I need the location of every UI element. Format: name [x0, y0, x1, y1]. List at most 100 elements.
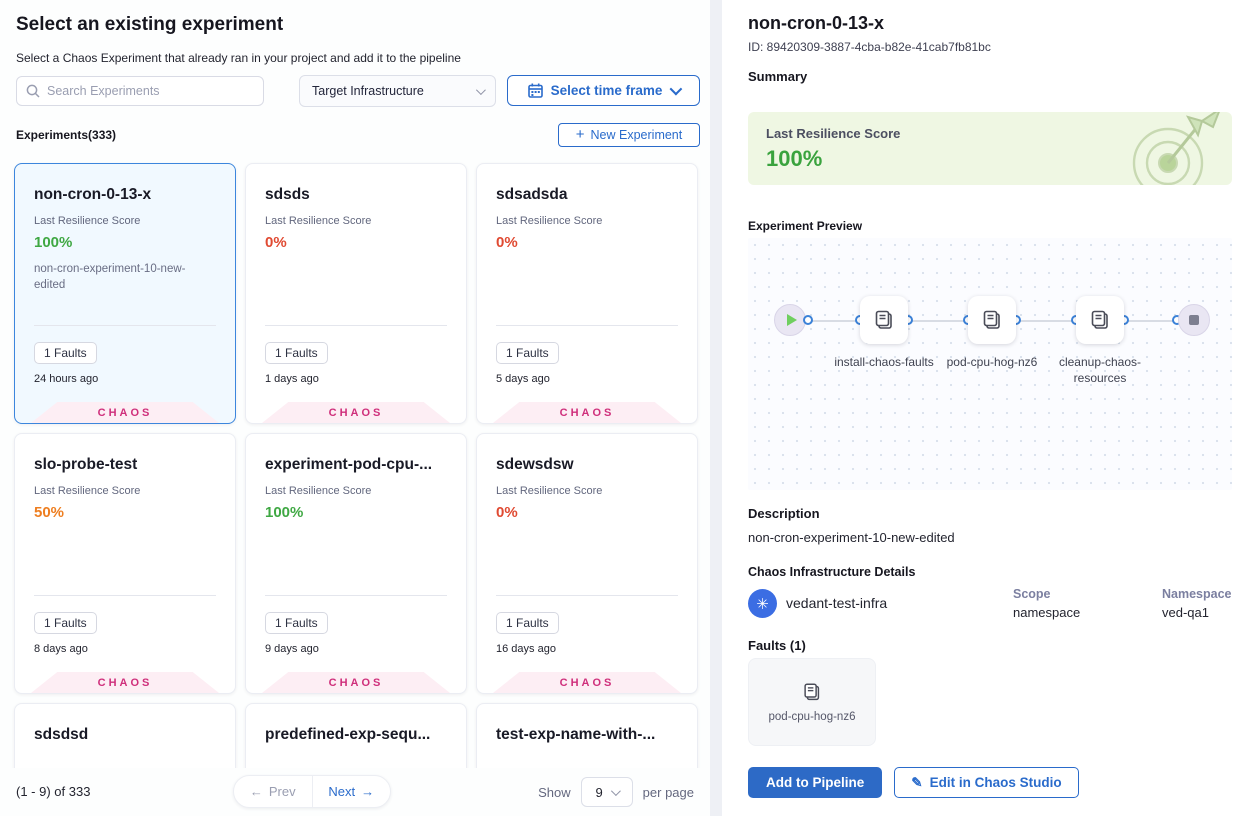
- pipeline-step-node[interactable]: [860, 296, 908, 344]
- chaos-step-icon: [1091, 310, 1108, 329]
- page-subtitle: Select a Chaos Experiment that already r…: [16, 51, 461, 65]
- chaos-ribbon: CHAOS: [262, 672, 450, 693]
- show-label: Show: [538, 784, 571, 800]
- page-size-value: 9: [595, 784, 603, 800]
- banner-score-label: Last Resilience Score: [766, 126, 901, 141]
- search-icon: [26, 84, 40, 98]
- divider: [265, 595, 447, 596]
- score-value: 100%: [34, 234, 73, 251]
- experiment-card[interactable]: sdsadsda Last Resilience Score 0% 1 Faul…: [476, 163, 698, 424]
- divider: [496, 325, 678, 326]
- experiment-name: sdsadsda: [496, 186, 568, 203]
- connector-dot: [803, 315, 813, 325]
- edit-in-chaos-studio-label: Edit in Chaos Studio: [929, 775, 1062, 790]
- experiment-name: slo-probe-test: [34, 456, 138, 473]
- chevron-down-icon: [669, 82, 683, 96]
- detail-actions: Add to Pipeline ✎ Edit in Chaos Studio: [748, 767, 1079, 798]
- chevron-down-icon: [475, 84, 486, 95]
- experiment-picker-panel: Select an existing experiment Select a C…: [0, 14, 710, 816]
- experiment-name: sdsds: [265, 186, 310, 203]
- next-label: Next: [328, 784, 356, 799]
- namespace-label: Namespace: [1162, 587, 1232, 601]
- chaos-step-icon: [875, 310, 892, 329]
- experiment-description: non-cron-experiment-10-new-edited: [34, 263, 186, 291]
- pipeline-step-node[interactable]: [1076, 296, 1124, 344]
- score-label: Last Resilience Score: [265, 215, 372, 227]
- experiment-detail-panel: non-cron-0-13-x ID: 89420309-3887-4cba-b…: [722, 0, 1248, 816]
- experiment-card[interactable]: non-cron-0-13-x Last Resilience Score 10…: [14, 163, 236, 424]
- new-experiment-button[interactable]: + New Experiment: [558, 123, 700, 147]
- chaos-ribbon: CHAOS: [493, 672, 681, 693]
- score-label: Last Resilience Score: [34, 485, 141, 497]
- pipeline-step-label: pod-cpu-hog-nz6: [946, 355, 1038, 369]
- infra-details-heading: Chaos Infrastructure Details: [748, 565, 916, 579]
- experiment-card[interactable]: sdsds Last Resilience Score 0% 1 Faults …: [245, 163, 467, 424]
- last-run-time: 9 days ago: [265, 643, 319, 655]
- experiment-card[interactable]: experiment-pod-cpu-... Last Resilience S…: [245, 433, 467, 694]
- page-size-select[interactable]: 9: [580, 777, 633, 807]
- prev-label: Prev: [268, 784, 296, 799]
- score-label: Last Resilience Score: [265, 485, 372, 497]
- pipeline-start-node[interactable]: [774, 304, 806, 336]
- chaos-ribbon: CHAOS: [493, 402, 681, 423]
- plus-icon: +: [575, 126, 585, 143]
- score-value: 50%: [34, 504, 65, 521]
- pipeline-preview[interactable]: install-chaos-faults pod-cpu-hog-nz6 cle…: [748, 238, 1232, 490]
- chaos-step-icon: [983, 310, 1000, 329]
- score-value: 0%: [496, 504, 518, 521]
- pagination-footer: (1 - 9) of 333 ← Prev Next → Show 9 per …: [0, 768, 710, 816]
- target-illustration: [1132, 112, 1220, 185]
- last-run-time: 24 hours ago: [34, 373, 99, 385]
- faults-chip: 1 Faults: [265, 342, 328, 364]
- new-experiment-label: New Experiment: [590, 128, 683, 142]
- score-label: Last Resilience Score: [496, 215, 603, 227]
- faults-chip: 1 Faults: [496, 342, 559, 364]
- arrow-left-icon: ←: [249, 784, 263, 799]
- score-value: 0%: [265, 234, 287, 251]
- faults-heading: Faults (1): [748, 638, 806, 653]
- experiment-preview-heading: Experiment Preview: [748, 219, 863, 233]
- edit-in-chaos-studio-button[interactable]: ✎ Edit in Chaos Studio: [894, 767, 1079, 798]
- pipeline-step-label: cleanup-chaos-resources: [1058, 355, 1142, 386]
- pipeline-end-node[interactable]: [1178, 304, 1210, 336]
- score-label: Last Resilience Score: [34, 215, 141, 227]
- play-icon: [786, 314, 797, 326]
- scope-value: namespace: [1013, 605, 1081, 620]
- divider: [34, 325, 216, 326]
- faults-chip: 1 Faults: [34, 612, 97, 634]
- experiment-card[interactable]: slo-probe-test Last Resilience Score 50%…: [14, 433, 236, 694]
- experiment-card[interactable]: sdewsdsw Last Resilience Score 0% 1 Faul…: [476, 433, 698, 694]
- next-page-button[interactable]: Next →: [313, 776, 391, 807]
- target-infrastructure-value: Target Infrastructure: [312, 84, 424, 98]
- namespace-value: ved-qa1: [1162, 605, 1209, 620]
- search-input[interactable]: [47, 84, 254, 98]
- chevron-down-icon: [610, 785, 621, 796]
- chaos-ribbon: CHAOS: [31, 402, 219, 423]
- summary-heading: Summary: [748, 69, 808, 84]
- fault-name: pod-cpu-hog-nz6: [768, 711, 856, 723]
- search-box[interactable]: [16, 76, 264, 106]
- fault-card[interactable]: pod-cpu-hog-nz6: [748, 658, 876, 746]
- per-page-label: per page: [642, 784, 694, 800]
- experiment-name: sdewsdsw: [496, 456, 574, 473]
- divider: [34, 595, 216, 596]
- last-run-time: 8 days ago: [34, 643, 88, 655]
- scope-label: Scope: [1013, 587, 1051, 601]
- last-run-time: 5 days ago: [496, 373, 550, 385]
- experiment-name: experiment-pod-cpu-...: [265, 456, 433, 473]
- target-infrastructure-select[interactable]: Target Infrastructure: [299, 75, 496, 107]
- prev-page-button[interactable]: ← Prev: [234, 776, 313, 807]
- experiment-name: predefined-exp-sequ...: [265, 726, 431, 743]
- detail-title: non-cron-0-13-x: [748, 13, 885, 33]
- chaos-fault-icon: [804, 683, 820, 701]
- stop-icon: [1189, 315, 1199, 325]
- infra-name: vedant-test-infra: [786, 595, 888, 611]
- resilience-score-banner: Last Resilience Score 100%: [748, 112, 1232, 185]
- calendar-icon: [527, 83, 543, 98]
- select-time-frame-button[interactable]: Select time frame: [507, 75, 700, 106]
- chaos-ribbon: CHAOS: [31, 672, 219, 693]
- pipeline-step-node[interactable]: [968, 296, 1016, 344]
- add-to-pipeline-button[interactable]: Add to Pipeline: [748, 767, 883, 798]
- arrow-right-icon: →: [361, 784, 375, 799]
- last-run-time: 1 days ago: [265, 373, 319, 385]
